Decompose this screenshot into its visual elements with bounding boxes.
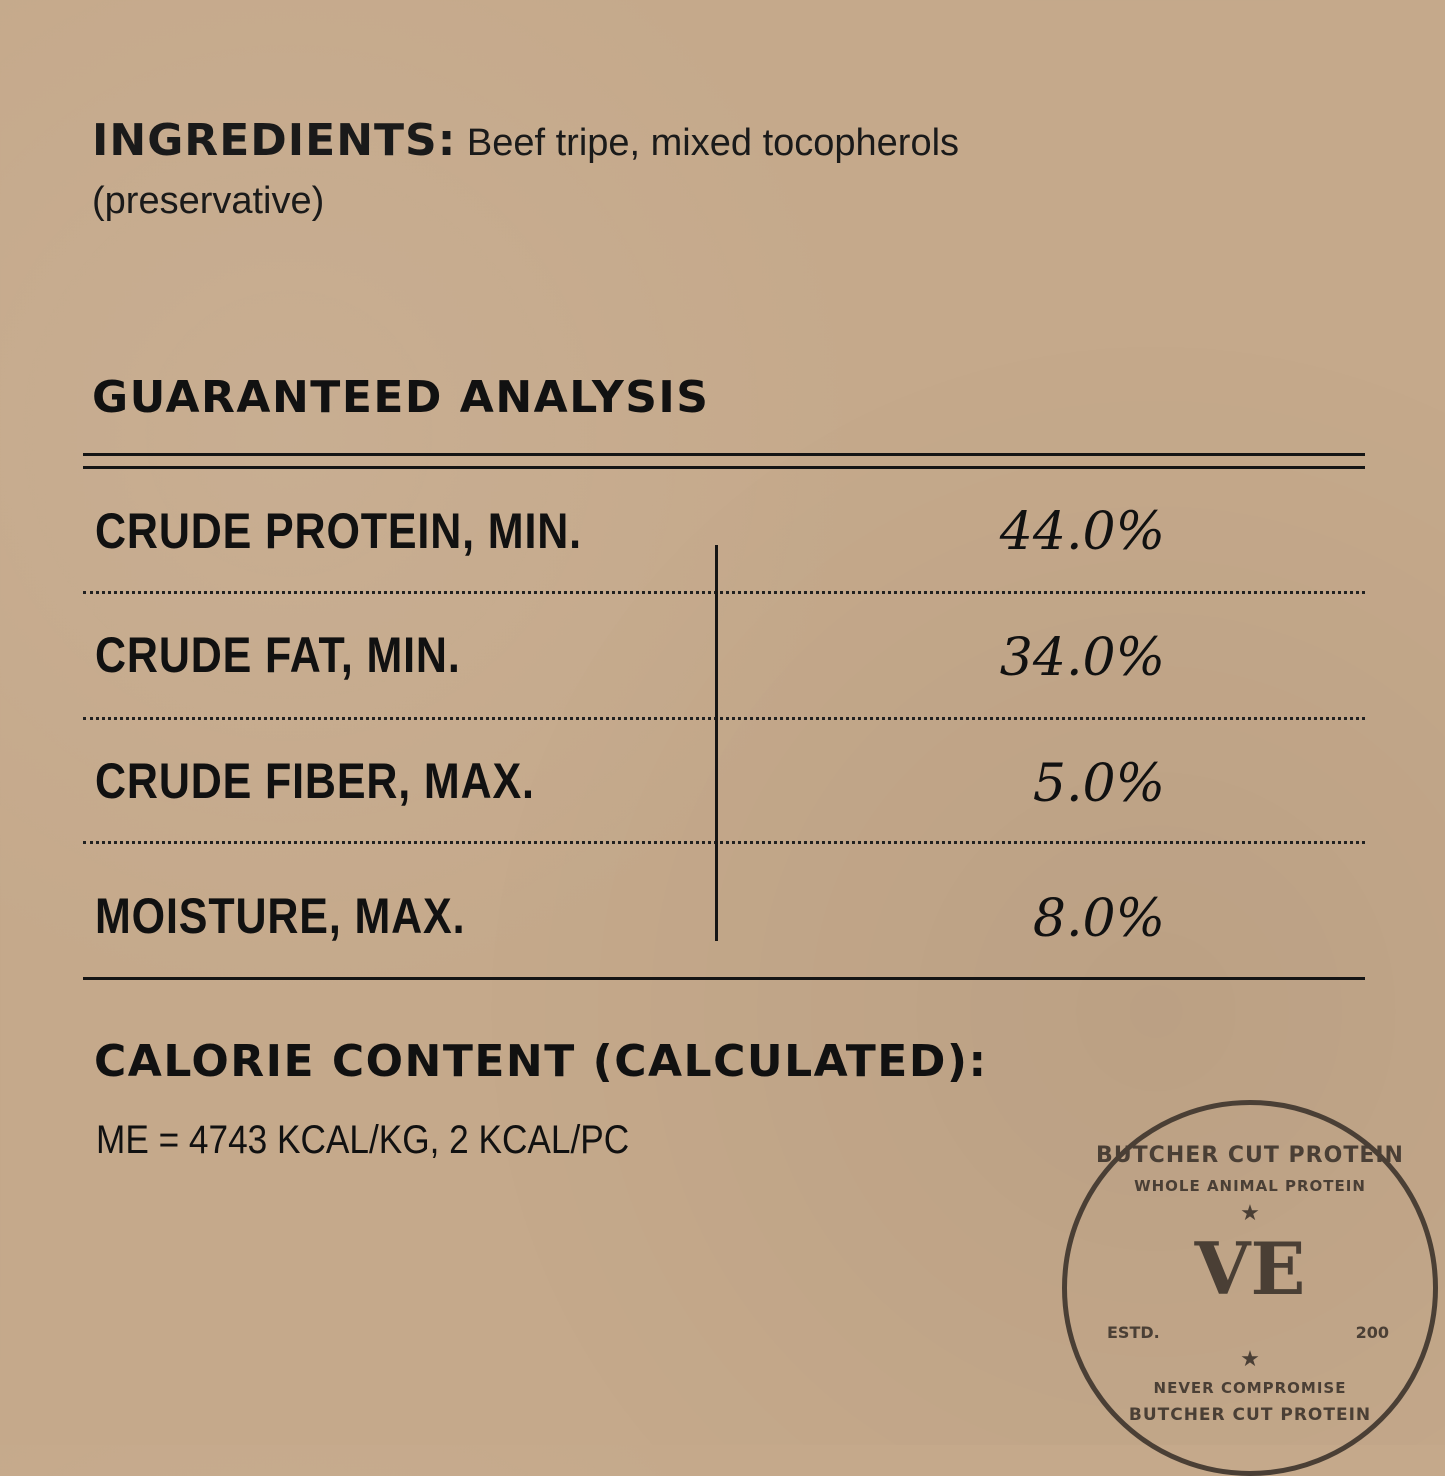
star-icon: ★	[1240, 1201, 1260, 1226]
row-value: 8.0%	[1032, 889, 1165, 949]
divider-top-2	[83, 466, 1365, 469]
analysis-heading: GUARANTEED ANALYSIS	[92, 372, 710, 423]
stamp-estd: ESTD.	[1107, 1323, 1160, 1342]
row-value: 5.0%	[1032, 754, 1165, 814]
stamp-inner-text: WHOLE ANIMAL PROTEIN	[1134, 1177, 1366, 1195]
column-divider	[715, 545, 718, 941]
ingredients-heading: INGREDIENTS:	[92, 115, 457, 166]
dotted-divider	[83, 591, 1365, 594]
stamp-outer-text-2: BUTCHER CUT PROTEIN	[1128, 1405, 1372, 1425]
stamp-year: 200	[1355, 1323, 1389, 1342]
dotted-divider	[83, 717, 1365, 720]
calorie-text: ME = 4743 KCAL/KG, 2 KCAL/PC	[96, 1118, 630, 1162]
row-value: 34.0%	[999, 628, 1165, 688]
row-label: CRUDE FIBER, MAX.	[95, 753, 535, 809]
star-icon: ★	[1240, 1347, 1260, 1372]
divider-bottom	[83, 977, 1365, 980]
row-label: CRUDE PROTEIN, MIN.	[95, 503, 582, 559]
ingredients: INGREDIENTS: Beef tripe, mixed tocophero…	[92, 112, 1192, 230]
dotted-divider	[83, 841, 1365, 844]
row-label: CRUDE FAT, MIN.	[95, 627, 461, 683]
row-label: MOISTURE, MAX.	[95, 888, 466, 944]
ingredients-text: Beef tripe, mixed tocopherols (preservat…	[92, 122, 960, 222]
stamp-monogram: VE	[1194, 1226, 1306, 1311]
calorie-heading: CALORIE CONTENT (CALCULATED):	[94, 1036, 988, 1087]
row-value: 44.0%	[999, 502, 1165, 562]
divider-top-1	[83, 453, 1365, 456]
butcher-cut-stamp-logo: BUTCHER CUT PROTEIN WHOLE ANIMAL PROTEIN…	[1062, 1100, 1438, 1476]
stamp-bottom-text: NEVER COMPROMISE	[1153, 1379, 1347, 1397]
stamp-outer-text: BUTCHER CUT PROTEIN	[1096, 1143, 1404, 1168]
